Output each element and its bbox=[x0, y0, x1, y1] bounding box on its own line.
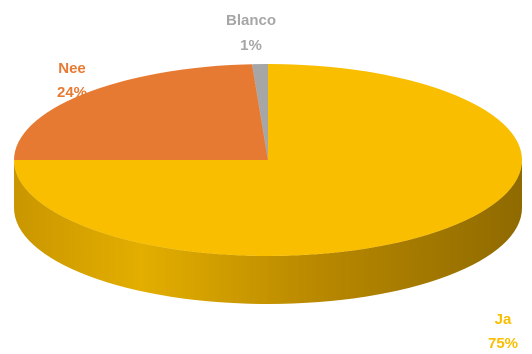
slice-blanco bbox=[252, 64, 268, 160]
label-ja-value: 75% bbox=[488, 335, 518, 352]
slice-side-ja bbox=[14, 160, 522, 304]
pie-sides bbox=[14, 160, 522, 304]
data-labels: Blanco 1% Nee 24% Ja 75% bbox=[57, 12, 518, 352]
label-blanco-name: Blanco bbox=[226, 12, 276, 29]
label-blanco-value: 1% bbox=[240, 37, 262, 54]
label-ja-name: Ja bbox=[495, 311, 512, 328]
pie-slices bbox=[14, 64, 522, 256]
slice-nee bbox=[14, 64, 268, 160]
label-nee-name: Nee bbox=[58, 60, 86, 77]
label-nee-value: 24% bbox=[57, 84, 87, 101]
